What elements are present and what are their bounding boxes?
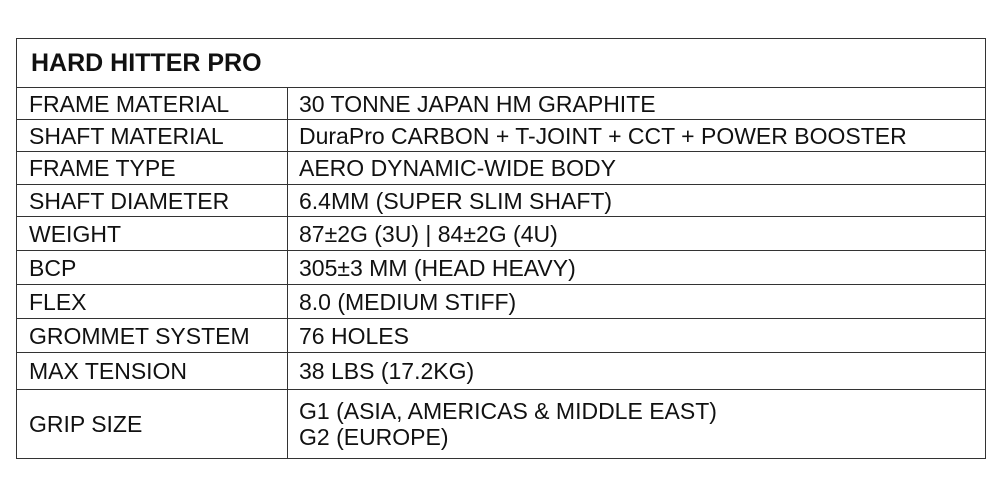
spec-label: SHAFT DIAMETER: [16, 184, 288, 217]
table-row: FLEX 8.0 (MEDIUM STIFF): [16, 284, 986, 319]
spec-label: MAX TENSION: [16, 352, 288, 390]
table-row: BCP 305±3 MM (HEAD HEAVY): [16, 250, 986, 285]
table-row: SHAFT MATERIAL DuraPro CARBON + T-JOINT +…: [16, 119, 986, 152]
spec-value: 8.0 (MEDIUM STIFF): [287, 284, 986, 319]
table-row: GRIP SIZE G1 (ASIA, AMERICAS & MIDDLE EAS…: [16, 389, 986, 459]
spec-label: WEIGHT: [16, 216, 288, 251]
spec-label: SHAFT MATERIAL: [16, 119, 288, 152]
spec-table: HARD HITTER PRO FRAME MATERIAL 30 TONNE J…: [16, 38, 986, 459]
spec-value: 6.4MM (SUPER SLIM SHAFT): [287, 184, 986, 217]
spec-label: FRAME TYPE: [16, 151, 288, 185]
spec-label: GROMMET SYSTEM: [16, 318, 288, 353]
spec-label: FLEX: [16, 284, 288, 319]
table-row: FRAME TYPE AERO DYNAMIC-WIDE BODY: [16, 151, 986, 185]
spec-label: FRAME MATERIAL: [16, 87, 288, 120]
table-row: WEIGHT 87±2G (3U) | 84±2G (4U): [16, 216, 986, 251]
table-row: MAX TENSION 38 LBS (17.2KG): [16, 352, 986, 390]
spec-value: DuraPro CARBON + T-JOINT + CCT + POWER B…: [287, 119, 986, 152]
spec-value: 87±2G (3U) | 84±2G (4U): [287, 216, 986, 251]
spec-value: AERO DYNAMIC-WIDE BODY: [287, 151, 986, 185]
spec-value: 38 LBS (17.2KG): [287, 352, 986, 390]
table-title: HARD HITTER PRO: [16, 38, 986, 88]
table-row: GROMMET SYSTEM 76 HOLES: [16, 318, 986, 353]
spec-value: 305±3 MM (HEAD HEAVY): [287, 250, 986, 285]
spec-value: G1 (ASIA, AMERICAS & MIDDLE EAST) G2 (EUR…: [287, 389, 986, 459]
table-row: FRAME MATERIAL 30 TONNE JAPAN HM GRAPHITE: [16, 87, 986, 120]
spec-value: 76 HOLES: [287, 318, 986, 353]
spec-label: BCP: [16, 250, 288, 285]
spec-label: GRIP SIZE: [16, 389, 288, 459]
spec-value-line: G1 (ASIA, AMERICAS & MIDDLE EAST): [299, 398, 717, 424]
table-row: SHAFT DIAMETER 6.4MM (SUPER SLIM SHAFT): [16, 184, 986, 217]
spec-value: 30 TONNE JAPAN HM GRAPHITE: [287, 87, 986, 120]
spec-value-line: G2 (EUROPE): [299, 424, 449, 450]
